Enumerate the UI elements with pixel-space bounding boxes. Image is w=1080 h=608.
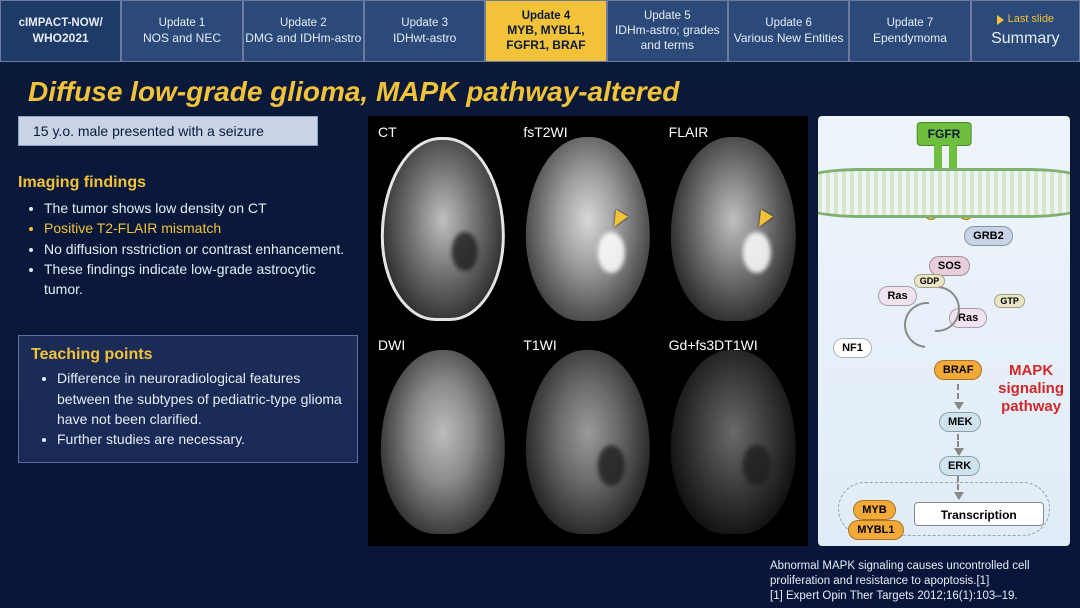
tab-0[interactable]: cIMPACT-NOW/WHO2021 [0,0,121,62]
tab-4[interactable]: Update 4MYB, MYBL1, FGFR1, BRAF [485,0,606,62]
finding-item-2: No diffusion rsstriction or contrast enh… [44,239,358,259]
teaching-item-1: Further studies are necessary. [57,429,345,449]
image-cell-t1: T1WI [517,333,658,542]
node-mybl1: MYBL1 [848,520,903,540]
tab-1[interactable]: Update 1NOS and NEC [121,0,242,62]
right-column: FGFR P P P GRB2 SOS Ras Ras GDP GTP NF1 … [818,116,1070,594]
tab-top-1: Update 1 [159,16,206,30]
image-label-3: DWI [378,337,405,353]
patient-info-box: 15 y.o. male presented with a seizure [18,116,318,146]
tab-3[interactable]: Update 3IDHwt-astro [364,0,485,62]
finding-item-3: These findings indicate low-grade astroc… [44,259,358,300]
teaching-heading: Teaching points [31,346,345,364]
node-mek: MEK [939,412,981,432]
tab-bottom-2: DMG and IDHm-astro [245,31,361,46]
tab-7[interactable]: Update 7Ependymoma [849,0,970,62]
teaching-item-0: Difference in neuroradiological features… [57,368,345,429]
node-grb2: GRB2 [964,226,1013,246]
tab-bottom-3: IDHwt-astro [393,31,456,46]
summary-label: Summary [991,29,1059,49]
brain-scan-dwi [380,350,504,534]
caption-line2: [1] Expert Opin Ther Targets 2012;16(1):… [770,589,1070,604]
left-column: 15 y.o. male presented with a seizure Im… [18,116,358,594]
brain-scan-gd [671,350,795,534]
caption-line1: Abnormal MAPK signaling causes uncontrol… [770,559,1070,589]
tab-6[interactable]: Update 6Various New Entities [728,0,849,62]
pathway-label: MAPK signaling pathway [998,362,1064,416]
findings-heading: Imaging findings [18,174,358,192]
tab-top-3: Update 3 [401,16,448,30]
arrow-braf-mek [957,384,959,408]
lesion-4 [598,445,625,485]
transcription-box: Transcription [914,502,1044,526]
triangle-icon [997,15,1004,25]
teaching-list: Difference in neuroradiological features… [31,368,345,449]
tab-top-2: Update 2 [280,16,327,30]
slide-title: Diffuse low-grade glioma, MAPK pathway-a… [0,62,1080,116]
node-fgfr: FGFR [917,122,972,146]
node-myb: MYB [853,500,895,520]
teaching-points-box: Teaching points Difference in neuroradio… [18,335,358,462]
pathway-label-line3: pathway [998,398,1064,416]
brain-scan-t1 [526,350,650,534]
image-label-2: FLAIR [669,124,709,140]
finding-item-0: The tumor shows low density on CT [44,198,358,218]
image-cell-dwi: DWI [372,333,513,542]
brain-scan-t2 [526,137,650,321]
lesion-5 [743,445,770,485]
lesion-2 [743,232,770,272]
tab-8[interactable]: Last slide Summary [971,0,1080,62]
tab-top-0: cIMPACT-NOW/ [19,16,103,30]
pathway-label-line2: signaling [998,380,1064,398]
lesion-0 [452,232,478,271]
mapk-pathway-diagram: FGFR P P P GRB2 SOS Ras Ras GDP GTP NF1 … [818,116,1070,546]
image-cell-ct: CT [372,120,513,329]
tab-bottom-5: IDHm-astro; grades and terms [608,23,727,53]
tab-bottom-7: Ependymoma [873,31,947,46]
arrow-mek-erk [957,434,959,454]
image-label-4: T1WI [523,337,556,353]
brain-scan-flair [671,137,795,321]
node-erk: ERK [939,456,980,476]
tab-bottom-4: MYB, MYBL1, FGFR1, BRAF [486,23,605,53]
node-ras-gdp: Ras [878,286,916,306]
slide-body: 15 y.o. male presented with a seizure Im… [0,116,1080,594]
image-label-0: CT [378,124,397,140]
image-label-5: Gd+fs3DT1WI [669,337,758,353]
node-nf1: NF1 [833,338,872,358]
tab-top-5: Update 5 [644,9,691,23]
findings-list: The tumor shows low density on CTPositiv… [18,198,358,299]
tab-2[interactable]: Update 2DMG and IDHm-astro [243,0,364,62]
last-slide-label: Last slide [997,13,1054,27]
imaging-findings: Imaging findings The tumor shows low den… [18,174,358,299]
finding-item-1: Positive T2-FLAIR mismatch [44,218,358,238]
image-label-1: fsT2WI [523,124,567,140]
tab-bottom-0: WHO2021 [33,31,89,46]
tab-bar: cIMPACT-NOW/WHO2021Update 1NOS and NECUp… [0,0,1080,62]
lesion-1 [598,232,625,272]
image-cell-t2: fsT2WI [517,120,658,329]
image-cell-gd: Gd+fs3DT1WI [663,333,804,542]
tab-5[interactable]: Update 5IDHm-astro; grades and terms [607,0,728,62]
tab-top-6: Update 6 [765,16,812,30]
image-grid-container: CT fsT2WI FLAIR DWI T1WI Gd+fs3DT1WI [368,116,808,594]
node-sos: SOS [929,256,970,276]
cell-membrane [818,168,1070,218]
image-cell-flair: FLAIR [663,120,804,329]
brain-scan-ct [380,137,504,321]
image-grid: CT fsT2WI FLAIR DWI T1WI Gd+fs3DT1WI [368,116,808,546]
tab-top-4: Update 4 [522,9,571,23]
tab-bottom-1: NOS and NEC [143,31,221,46]
slide-root: cIMPACT-NOW/WHO2021Update 1NOS and NECUp… [0,0,1080,608]
node-gtp: GTP [994,294,1025,308]
node-braf: BRAF [934,360,983,380]
pathway-label-line1: MAPK [998,362,1064,380]
tab-bottom-6: Various New Entities [734,31,844,46]
caption-citation: Abnormal MAPK signaling causes uncontrol… [770,559,1070,604]
tab-top-7: Update 7 [887,16,934,30]
